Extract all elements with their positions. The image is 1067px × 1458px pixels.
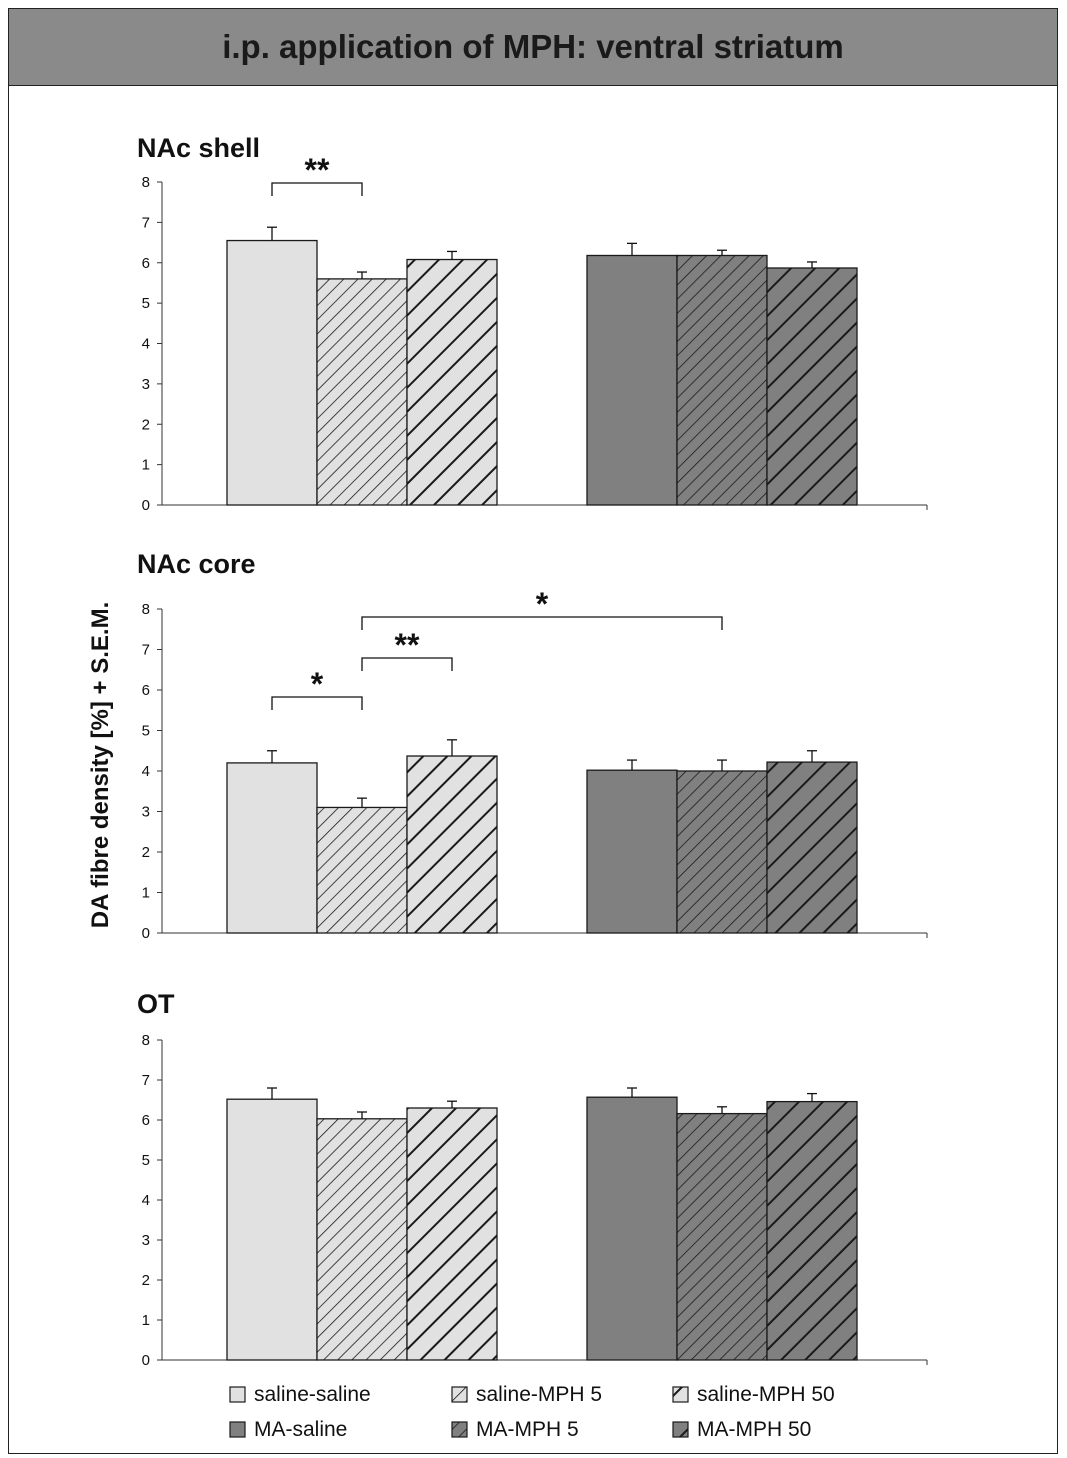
y-tick-label: 3 (142, 1232, 150, 1249)
bar-saline-saline (227, 762, 317, 933)
panel-title: NAc core (137, 549, 256, 579)
legend-swatch-outline (451, 1386, 468, 1403)
y-tick-label: 4 (142, 336, 150, 353)
chart-panel-ot: OT 0 1 2 3 4 5 6 7 8 (137, 989, 928, 1369)
significance-label: ** (395, 627, 420, 663)
significance-bracket: * (271, 666, 363, 710)
y-axis-label: DA fibre density [%] + S.E.M. (87, 602, 114, 929)
legend-swatch-hatch (452, 1387, 467, 1402)
y-tick-label: 7 (142, 1072, 150, 1089)
y-tick-label: 2 (142, 844, 150, 861)
y-tick-label: 1 (142, 885, 150, 902)
panel-title: NAc shell (137, 133, 260, 163)
y-tick-label: 1 (142, 1312, 150, 1329)
bar-hatch-ma-mph-5 (677, 1113, 767, 1360)
y-tick-label: 0 (142, 925, 150, 942)
legend-swatch (230, 1387, 245, 1402)
bar-saline-saline (227, 240, 317, 505)
legend-item-ma-saline: MA-saline (229, 1418, 347, 1441)
y-tick-label: 8 (142, 601, 150, 618)
significance-bracket: * (361, 586, 723, 630)
bar-hatch-saline-mph-5 (317, 278, 407, 505)
legend-swatch-outline (672, 1421, 689, 1438)
y-tick-label: 6 (142, 1112, 150, 1129)
legend-swatch-hatch (673, 1422, 688, 1437)
legend-swatch (230, 1422, 245, 1437)
legend-item-saline-saline: saline-saline (229, 1383, 371, 1406)
y-tick-label: 6 (142, 255, 150, 272)
bar-ma-saline (587, 255, 677, 505)
significance-label: ** (305, 152, 330, 188)
bar-hatch-ma-mph-50 (767, 762, 857, 933)
y-tick-label: 5 (142, 723, 150, 740)
y-tick-label: 6 (142, 682, 150, 699)
bar-hatch-ma-mph-50 (767, 267, 857, 505)
legend-swatch-outline (229, 1386, 246, 1403)
y-tick-label: 5 (142, 295, 150, 312)
significance-line (271, 182, 363, 196)
bar-hatch-saline-mph-50 (407, 756, 497, 933)
panel-title: OT (137, 989, 175, 1019)
y-tick-label: 8 (142, 1032, 150, 1049)
legend-swatch-outline (672, 1386, 689, 1403)
y-tick-label: 0 (142, 1352, 150, 1369)
bar-ma-saline (587, 770, 677, 933)
figure-title: i.p. application of MPH: ventral striatu… (222, 28, 844, 65)
chart-panel-nac-shell: NAc shell 0 1 2 3 4 5 6 7 8 ** (137, 133, 928, 514)
y-tick-label: 4 (142, 763, 150, 780)
bar-hatch-saline-mph-5 (317, 1118, 407, 1360)
bar-hatch-ma-mph-5 (677, 771, 767, 933)
y-tick-label: 1 (142, 457, 150, 474)
bar-hatch-saline-mph-50 (407, 259, 497, 505)
bar-hatch-ma-mph-50 (767, 1101, 857, 1360)
legend-swatch-hatch (673, 1387, 688, 1402)
bar-hatch-saline-mph-5 (317, 807, 407, 933)
y-tick-label: 5 (142, 1152, 150, 1169)
figure-header: i.p. application of MPH: ventral striatu… (9, 9, 1057, 86)
legend-label: MA-saline (254, 1418, 347, 1441)
significance-bracket: ** (361, 627, 453, 671)
y-tick-label: 7 (142, 214, 150, 231)
legend-item-saline-mph-5: saline-MPH 5 (451, 1383, 602, 1406)
legend-label: MA-MPH 50 (697, 1418, 811, 1441)
figure-frame: i.p. application of MPH: ventral striatu… (8, 8, 1058, 1454)
chart-legend: saline-saline saline-MPH 5 saline-MPH 50 MA… (229, 1383, 835, 1441)
y-tick-label: 2 (142, 416, 150, 433)
legend-item-saline-mph-50: saline-MPH 50 (672, 1383, 835, 1406)
y-tick-label: 3 (142, 376, 150, 393)
legend-swatch-hatch (452, 1422, 467, 1437)
significance-label: * (311, 666, 324, 702)
y-tick-label: 0 (142, 497, 150, 514)
y-tick-label: 8 (142, 174, 150, 191)
legend-label: saline-saline (254, 1383, 371, 1406)
legend-label: MA-MPH 5 (476, 1418, 579, 1441)
significance-label: * (536, 586, 549, 622)
legend-label: saline-MPH 50 (697, 1383, 835, 1406)
significance-bracket: ** (271, 152, 363, 196)
bar-hatch-ma-mph-5 (677, 255, 767, 505)
legend-item-ma-mph-50: MA-MPH 50 (672, 1418, 811, 1441)
significance-line (361, 657, 453, 671)
y-tick-label: 2 (142, 1272, 150, 1289)
y-tick-label: 3 (142, 804, 150, 821)
y-tick-label: 7 (142, 642, 150, 659)
y-tick-label: 4 (142, 1192, 150, 1209)
legend-item-ma-mph-5: MA-MPH 5 (451, 1418, 579, 1441)
bar-ma-saline (587, 1097, 677, 1360)
legend-swatch-outline (451, 1421, 468, 1438)
legend-label: saline-MPH 5 (476, 1383, 602, 1406)
significance-line (361, 616, 723, 630)
significance-line (271, 696, 363, 710)
legend-swatch-outline (229, 1421, 246, 1438)
bar-saline-saline (227, 1099, 317, 1360)
bar-hatch-saline-mph-50 (407, 1108, 497, 1360)
